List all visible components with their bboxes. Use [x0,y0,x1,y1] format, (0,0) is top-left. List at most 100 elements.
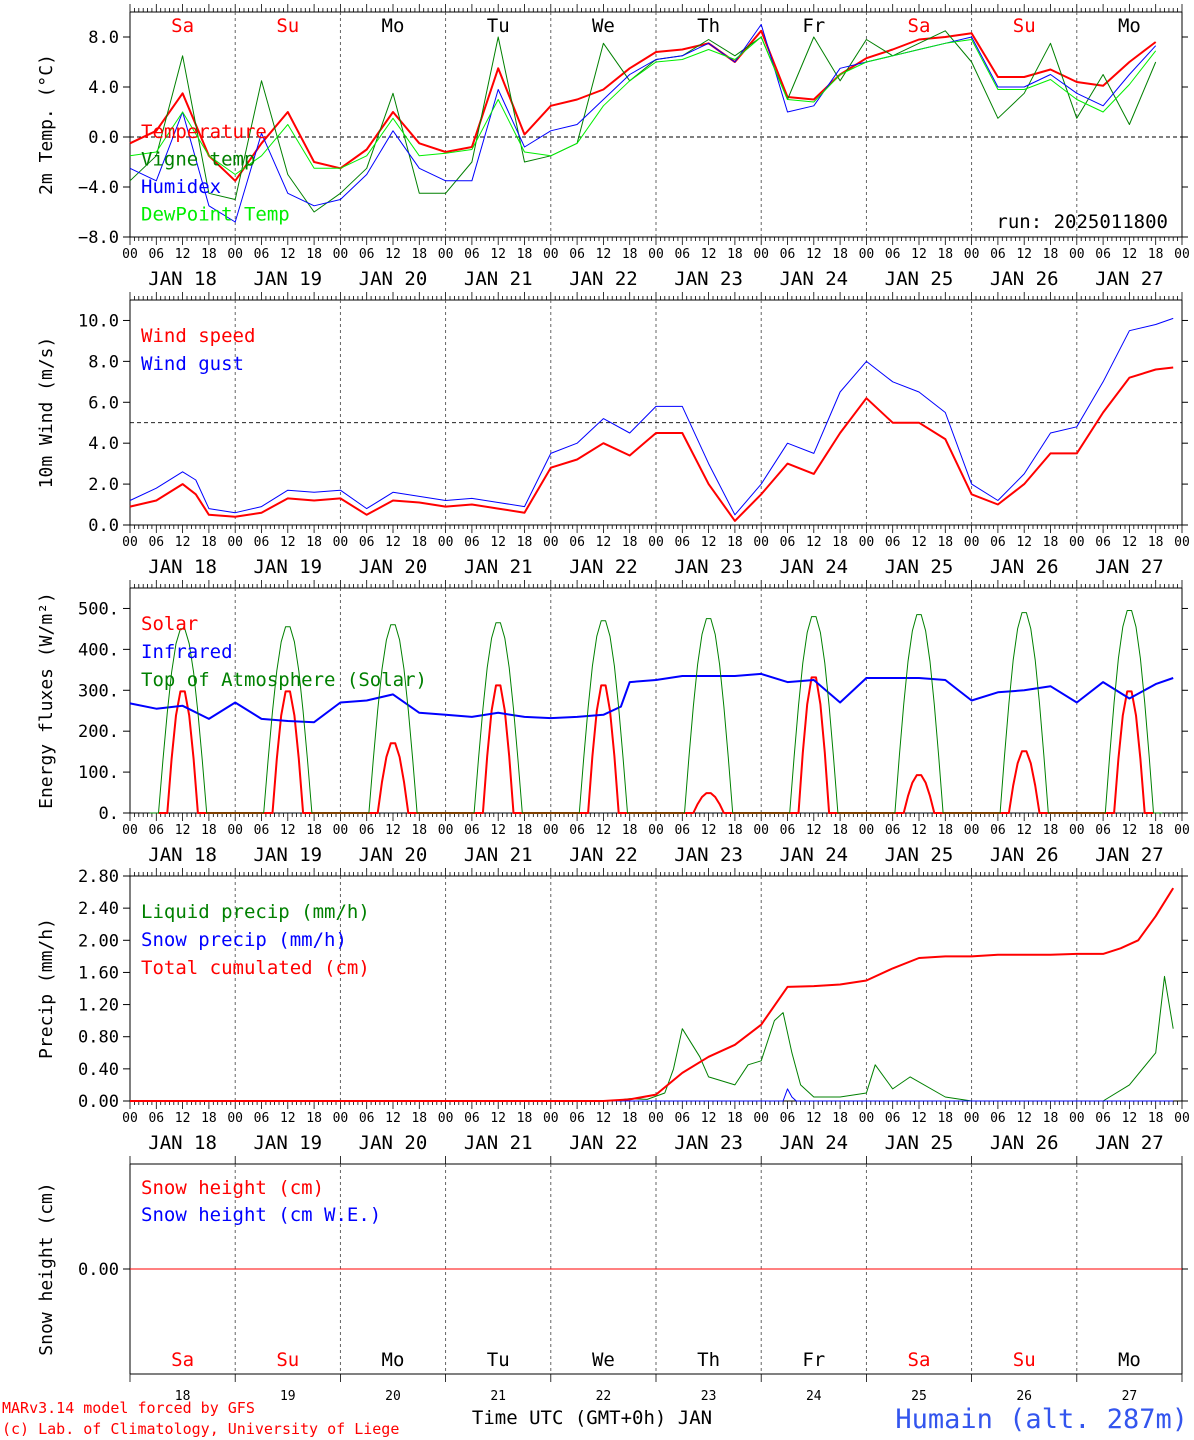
day-number: 26 [1016,1389,1032,1404]
date-label: JAN 24 [779,268,848,290]
y-tick-label: 2.40 [78,899,119,919]
date-label: JAN 27 [1095,556,1164,578]
hour-label: 18 [727,1111,743,1126]
hour-label: 18 [622,823,638,838]
hour-label: 18 [1043,823,1059,838]
day-name-bottom: We [592,1349,615,1371]
hour-label: 06 [569,823,585,838]
legend-entry: Top of Atmosphere (Solar) [141,669,427,691]
legend-entry: Humidex [141,176,221,198]
hour-label: 00 [753,535,769,550]
hour-label: 18 [1148,1111,1164,1126]
hour-label: 18 [411,247,427,262]
hour-label: 12 [280,535,296,550]
hour-label: 06 [885,823,901,838]
y-tick-label: 8.0 [88,28,119,48]
xaxis-title: Time UTC (GMT+0h) JAN [472,1407,712,1429]
hour-label: 12 [1122,247,1138,262]
date-label: JAN 26 [990,268,1059,290]
hour-label: 12 [596,247,612,262]
hour-label: 12 [596,1111,612,1126]
hour-label: 18 [517,1111,533,1126]
y-tick-label: 1.20 [78,996,119,1016]
legend-entry: Wind speed [141,325,255,347]
day-name-top: Mo [1118,15,1141,37]
day-name-top: Mo [382,15,405,37]
hour-label: 06 [1095,823,1111,838]
y-tick-label: 0.00 [78,1260,119,1280]
day-number: 21 [490,1389,506,1404]
hour-label: 12 [596,823,612,838]
hour-ticks [129,580,1183,821]
panel-2: 10.0 8.0 6.0 4.0 2.0 0.0 10m Wind (m/s) 00 06 12 1… [36,292,1190,578]
y-tick-label: 200. [78,722,119,742]
hour-label: 06 [885,247,901,262]
date-label: JAN 23 [674,556,743,578]
date-label: JAN 26 [990,1132,1059,1154]
hour-label: 18 [306,823,322,838]
y-tick-label: 0.0 [88,128,119,148]
hour-label: 12 [806,1111,822,1126]
hour-label: 06 [885,1111,901,1126]
y-tick-label: 0.0 [88,516,119,536]
hour-label: 00 [333,823,349,838]
date-label: JAN 24 [779,1132,848,1154]
hour-label: 00 [227,1111,243,1126]
y-axis-label: Snow height (cm) [36,1182,57,1355]
day-name-bottom: Su [1013,1349,1036,1371]
hour-label: 00 [753,1111,769,1126]
hour-label: 00 [543,247,559,262]
date-label: JAN 21 [464,844,533,866]
hour-label: 18 [832,535,848,550]
hour-label: 12 [385,535,401,550]
hour-label: 12 [490,535,506,550]
date-label: JAN 22 [569,556,638,578]
hour-label: 18 [306,535,322,550]
hour-label: 18 [201,535,217,550]
credit-line-1: MARv3.14 model forced by GFS [2,1399,255,1417]
hour-label: 00 [122,1111,138,1126]
hour-label: 18 [622,247,638,262]
hour-label: 18 [306,247,322,262]
day-name-top: Sa [171,15,194,37]
date-label: JAN 25 [885,1132,954,1154]
date-label: JAN 21 [464,556,533,578]
legend-entry: DewPoint Temp [141,204,290,226]
hour-label: 06 [148,535,164,550]
hour-label: 12 [280,1111,296,1126]
date-label: JAN 20 [359,1132,428,1154]
hour-label: 06 [359,247,375,262]
day-name-top: We [592,15,615,37]
legend-entry: Solar [141,613,198,635]
series-line-vigne-temp [129,30,1157,213]
y-tick-label: 1.60 [78,963,119,983]
hour-label: 18 [832,1111,848,1126]
date-label: JAN 22 [569,844,638,866]
date-label: JAN 27 [1095,268,1164,290]
y-tick-label: 100. [78,763,119,783]
hour-label: 12 [1016,535,1032,550]
day-ticks [129,1156,1183,1382]
hour-label: 18 [201,823,217,838]
y-tick-label: 4.0 [88,434,119,454]
hour-label: 00 [227,535,243,550]
hour-label: 18 [411,535,427,550]
y-tick-label: 2.80 [78,867,119,887]
hour-label: 06 [359,823,375,838]
hour-label: 00 [964,247,980,262]
hour-label: 06 [1095,535,1111,550]
hour-ticks [129,868,1183,1109]
day-name-top: Fr [802,15,825,37]
y-tick-label: 2.0 [88,475,119,495]
date-label: JAN 18 [148,1132,217,1154]
hour-label: 18 [517,823,533,838]
hour-label: 12 [806,247,822,262]
hour-label: 18 [832,823,848,838]
hour-label: 18 [937,535,953,550]
hour-label: 00 [122,535,138,550]
day-number: 20 [385,1389,401,1404]
hour-label: 06 [464,535,480,550]
date-label: JAN 25 [885,844,954,866]
hour-label: 06 [254,535,270,550]
hour-label: 18 [1043,247,1059,262]
